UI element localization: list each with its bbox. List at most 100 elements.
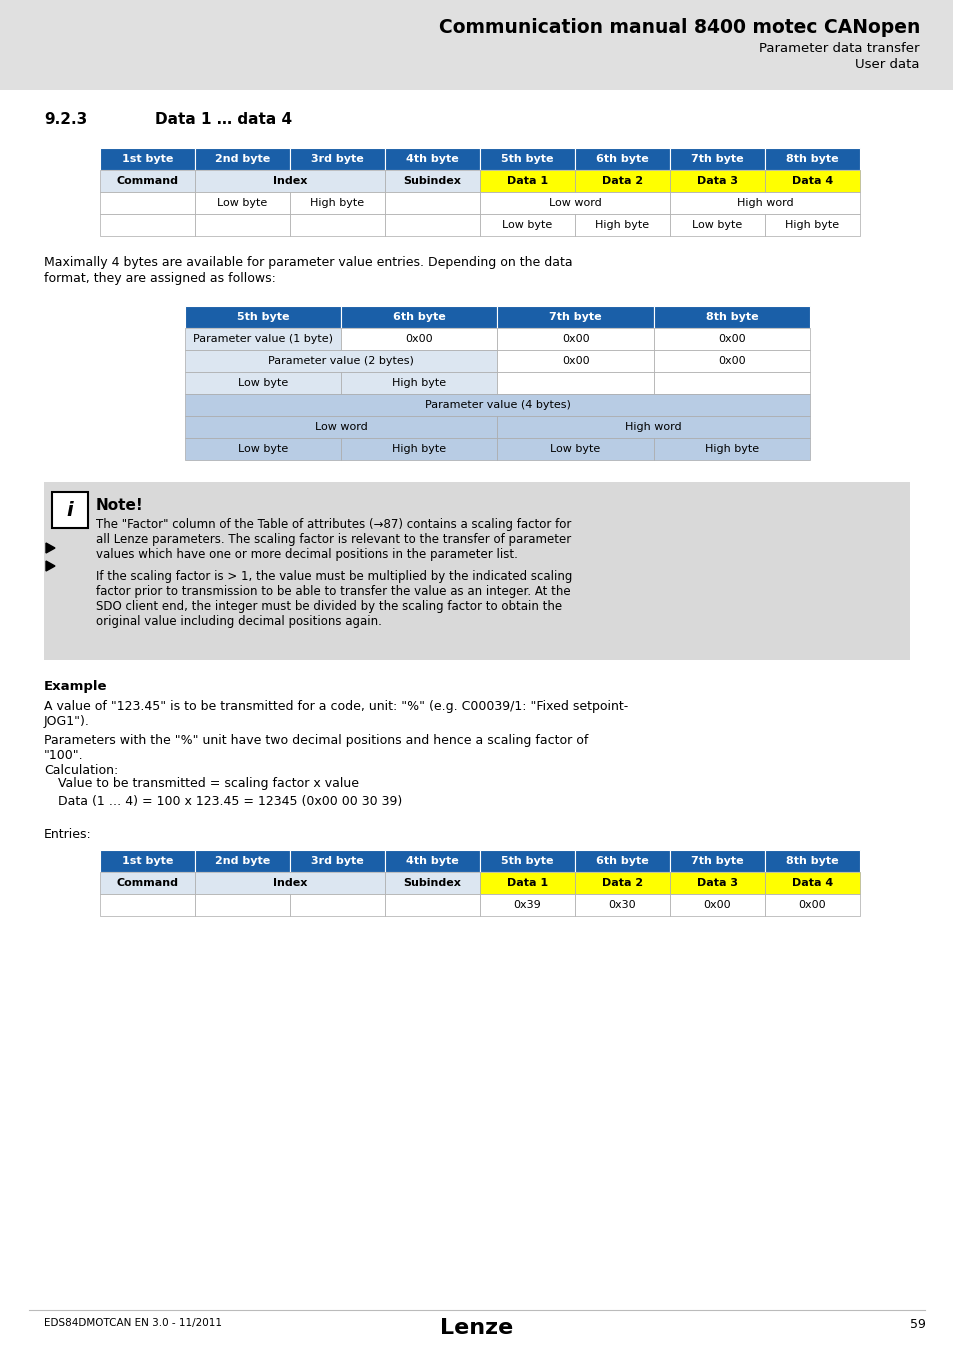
Bar: [185, 394, 809, 416]
Text: 0x00: 0x00: [703, 900, 731, 910]
Bar: [194, 850, 290, 872]
Bar: [290, 894, 385, 917]
Bar: [341, 373, 497, 394]
Text: Low word: Low word: [548, 198, 600, 208]
Text: format, they are assigned as follows:: format, they are assigned as follows:: [44, 271, 275, 285]
Text: 6th byte: 6th byte: [596, 154, 648, 163]
Text: Index: Index: [273, 878, 307, 888]
Text: Parameter value (2 bytes): Parameter value (2 bytes): [268, 356, 414, 366]
Text: Low byte: Low byte: [550, 444, 600, 454]
Bar: [194, 872, 385, 894]
Bar: [497, 328, 653, 350]
Bar: [764, 215, 859, 236]
Bar: [653, 437, 809, 460]
Text: Data 1: Data 1: [506, 878, 547, 888]
Text: Lenze: Lenze: [440, 1318, 513, 1338]
Text: Index: Index: [273, 176, 307, 186]
Bar: [764, 850, 859, 872]
Text: High byte: High byte: [704, 444, 759, 454]
Bar: [194, 192, 290, 215]
Text: Data (1 … 4) = 100 x 123.45 = 12345 (0x00 00 30 39): Data (1 … 4) = 100 x 123.45 = 12345 (0x0…: [58, 795, 402, 809]
Text: 2nd byte: 2nd byte: [214, 856, 270, 865]
Text: Parameter value (4 bytes): Parameter value (4 bytes): [424, 400, 570, 410]
Bar: [497, 416, 809, 437]
Text: Data 1: Data 1: [506, 176, 547, 186]
Bar: [575, 894, 669, 917]
Text: High word: High word: [625, 423, 681, 432]
Text: High byte: High byte: [392, 444, 446, 454]
Bar: [194, 170, 385, 192]
Text: High byte: High byte: [392, 378, 446, 387]
Text: Maximally 4 bytes are available for parameter value entries. Depending on the da: Maximally 4 bytes are available for para…: [44, 256, 572, 269]
Text: 7th byte: 7th byte: [549, 312, 601, 323]
Text: 0x39: 0x39: [513, 900, 540, 910]
Text: EDS84DMOTCAN EN 3.0 - 11/2011: EDS84DMOTCAN EN 3.0 - 11/2011: [44, 1318, 222, 1328]
Text: Note!: Note!: [96, 498, 144, 513]
Text: High word: High word: [736, 198, 793, 208]
Text: Communication manual 8400 motec CANopen: Communication manual 8400 motec CANopen: [438, 18, 919, 36]
Bar: [479, 850, 575, 872]
Bar: [764, 170, 859, 192]
Bar: [185, 437, 341, 460]
Bar: [290, 850, 385, 872]
Bar: [669, 872, 764, 894]
Bar: [385, 170, 479, 192]
Text: Example: Example: [44, 680, 108, 693]
Text: i: i: [67, 501, 73, 520]
Bar: [100, 850, 194, 872]
Text: 1st byte: 1st byte: [122, 856, 173, 865]
Text: 5th byte: 5th byte: [500, 856, 553, 865]
Text: 8th byte: 8th byte: [785, 856, 838, 865]
Bar: [185, 306, 341, 328]
Text: Value to be transmitted = scaling factor x value: Value to be transmitted = scaling factor…: [58, 778, 358, 791]
Bar: [497, 350, 653, 373]
Text: Data 2: Data 2: [601, 878, 642, 888]
Text: High byte: High byte: [784, 220, 839, 230]
Text: 0x00: 0x00: [561, 356, 589, 366]
Bar: [575, 872, 669, 894]
Bar: [669, 215, 764, 236]
Text: High byte: High byte: [595, 220, 649, 230]
Text: 0x00: 0x00: [561, 333, 589, 344]
Bar: [100, 192, 194, 215]
Bar: [479, 148, 575, 170]
Text: Subindex: Subindex: [403, 176, 461, 186]
Bar: [669, 148, 764, 170]
Bar: [575, 215, 669, 236]
Bar: [653, 373, 809, 394]
Text: Data 1 … data 4: Data 1 … data 4: [154, 112, 292, 127]
Bar: [290, 215, 385, 236]
Text: Parameter data transfer: Parameter data transfer: [759, 42, 919, 55]
Bar: [0, 0, 953, 90]
Bar: [669, 170, 764, 192]
Text: 2nd byte: 2nd byte: [214, 154, 270, 163]
Bar: [479, 894, 575, 917]
Text: 7th byte: 7th byte: [691, 154, 743, 163]
Text: Command: Command: [116, 176, 178, 186]
Text: 5th byte: 5th byte: [236, 312, 289, 323]
Text: Data 2: Data 2: [601, 176, 642, 186]
Bar: [100, 148, 194, 170]
Bar: [100, 170, 194, 192]
Text: 59: 59: [909, 1318, 925, 1331]
Bar: [185, 328, 341, 350]
Text: Calculation:: Calculation:: [44, 764, 118, 778]
Bar: [185, 373, 341, 394]
Text: 4th byte: 4th byte: [406, 154, 458, 163]
Bar: [290, 148, 385, 170]
Text: Low byte: Low byte: [217, 198, 268, 208]
Bar: [385, 850, 479, 872]
Bar: [575, 850, 669, 872]
Bar: [44, 482, 909, 660]
Bar: [497, 373, 653, 394]
Text: High byte: High byte: [310, 198, 364, 208]
Bar: [669, 192, 859, 215]
Text: Command: Command: [116, 878, 178, 888]
Bar: [290, 192, 385, 215]
Bar: [194, 148, 290, 170]
Text: Data 3: Data 3: [697, 176, 738, 186]
Bar: [341, 437, 497, 460]
Text: 0x30: 0x30: [608, 900, 636, 910]
Bar: [653, 306, 809, 328]
Bar: [185, 350, 497, 373]
